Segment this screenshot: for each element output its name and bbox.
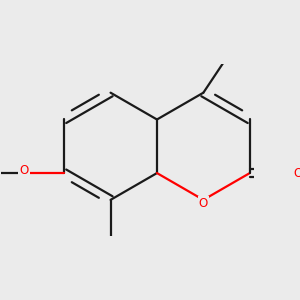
Text: O: O (20, 164, 28, 177)
Text: O: O (294, 167, 300, 180)
Text: O: O (199, 197, 208, 210)
